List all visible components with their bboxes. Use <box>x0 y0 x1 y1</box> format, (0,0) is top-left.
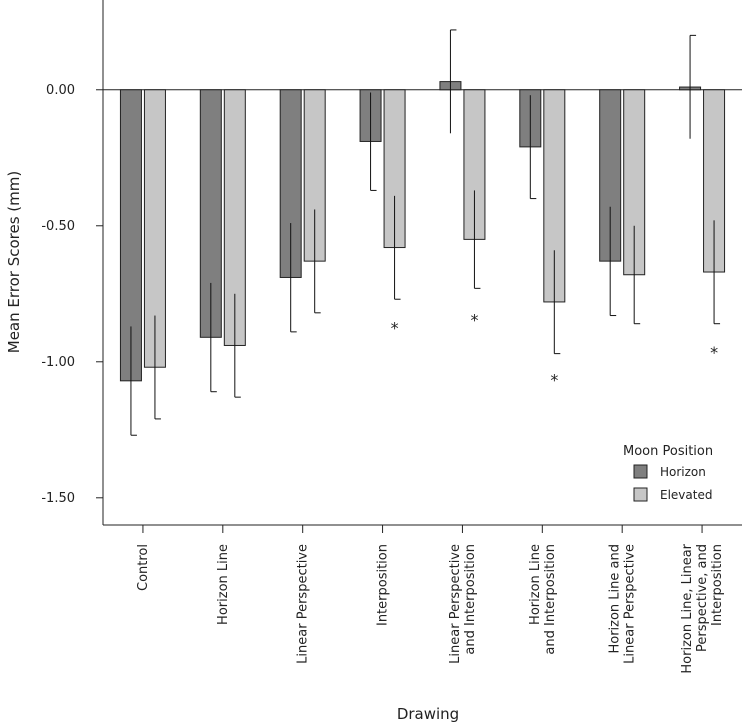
significance-star: * <box>470 311 478 330</box>
legend-label-horizon: Horizon <box>660 465 706 479</box>
y-axis-title: Mean Error Scores (mm) <box>5 171 23 354</box>
x-category-label: Horizon Line, Linear <box>680 543 695 673</box>
y-ticks: 0.00 -0.50 -1.00 -1.50 <box>41 83 103 506</box>
x-category-label: Horizon Line and <box>608 544 623 654</box>
legend-label-elevated: Elevated <box>660 488 712 502</box>
x-category-label: Linear Perspective <box>623 544 638 664</box>
y-tick-label: -1.00 <box>41 355 75 370</box>
x-category-label: Interposition <box>376 544 391 626</box>
y-tick-label: 0.00 <box>46 83 75 98</box>
legend-swatch-elevated <box>633 487 648 502</box>
legend-swatch-horizon <box>633 464 648 479</box>
bars <box>119 81 726 382</box>
x-category-label: Control <box>136 544 151 591</box>
legend: Moon Position Horizon Elevated <box>623 444 713 502</box>
x-axis-title: Drawing <box>397 705 459 723</box>
y-tick-label: -1.50 <box>41 491 75 506</box>
significance-star: * <box>550 370 558 389</box>
x-category-label: and Interposition <box>463 544 478 655</box>
legend-title: Moon Position <box>623 444 713 459</box>
x-category-label: Linear Perspective <box>296 544 311 664</box>
x-category-labels: Control Horizon Line Linear Perspective Int… <box>136 525 725 674</box>
x-category-label: Interposition <box>710 544 725 626</box>
y-tick-label: -0.50 <box>41 219 75 234</box>
significance-markers: * * * * <box>391 311 719 390</box>
x-category-label: Horizon Line <box>528 544 543 625</box>
significance-star: * <box>391 319 399 338</box>
x-category-label: Linear Perspective <box>448 544 463 664</box>
error-bars <box>130 29 721 436</box>
x-category-label: Perspective, and <box>695 544 710 652</box>
x-category-label: Horizon Line <box>216 544 231 625</box>
x-category-label: and Interposition <box>543 544 558 655</box>
significance-star: * <box>710 343 718 362</box>
